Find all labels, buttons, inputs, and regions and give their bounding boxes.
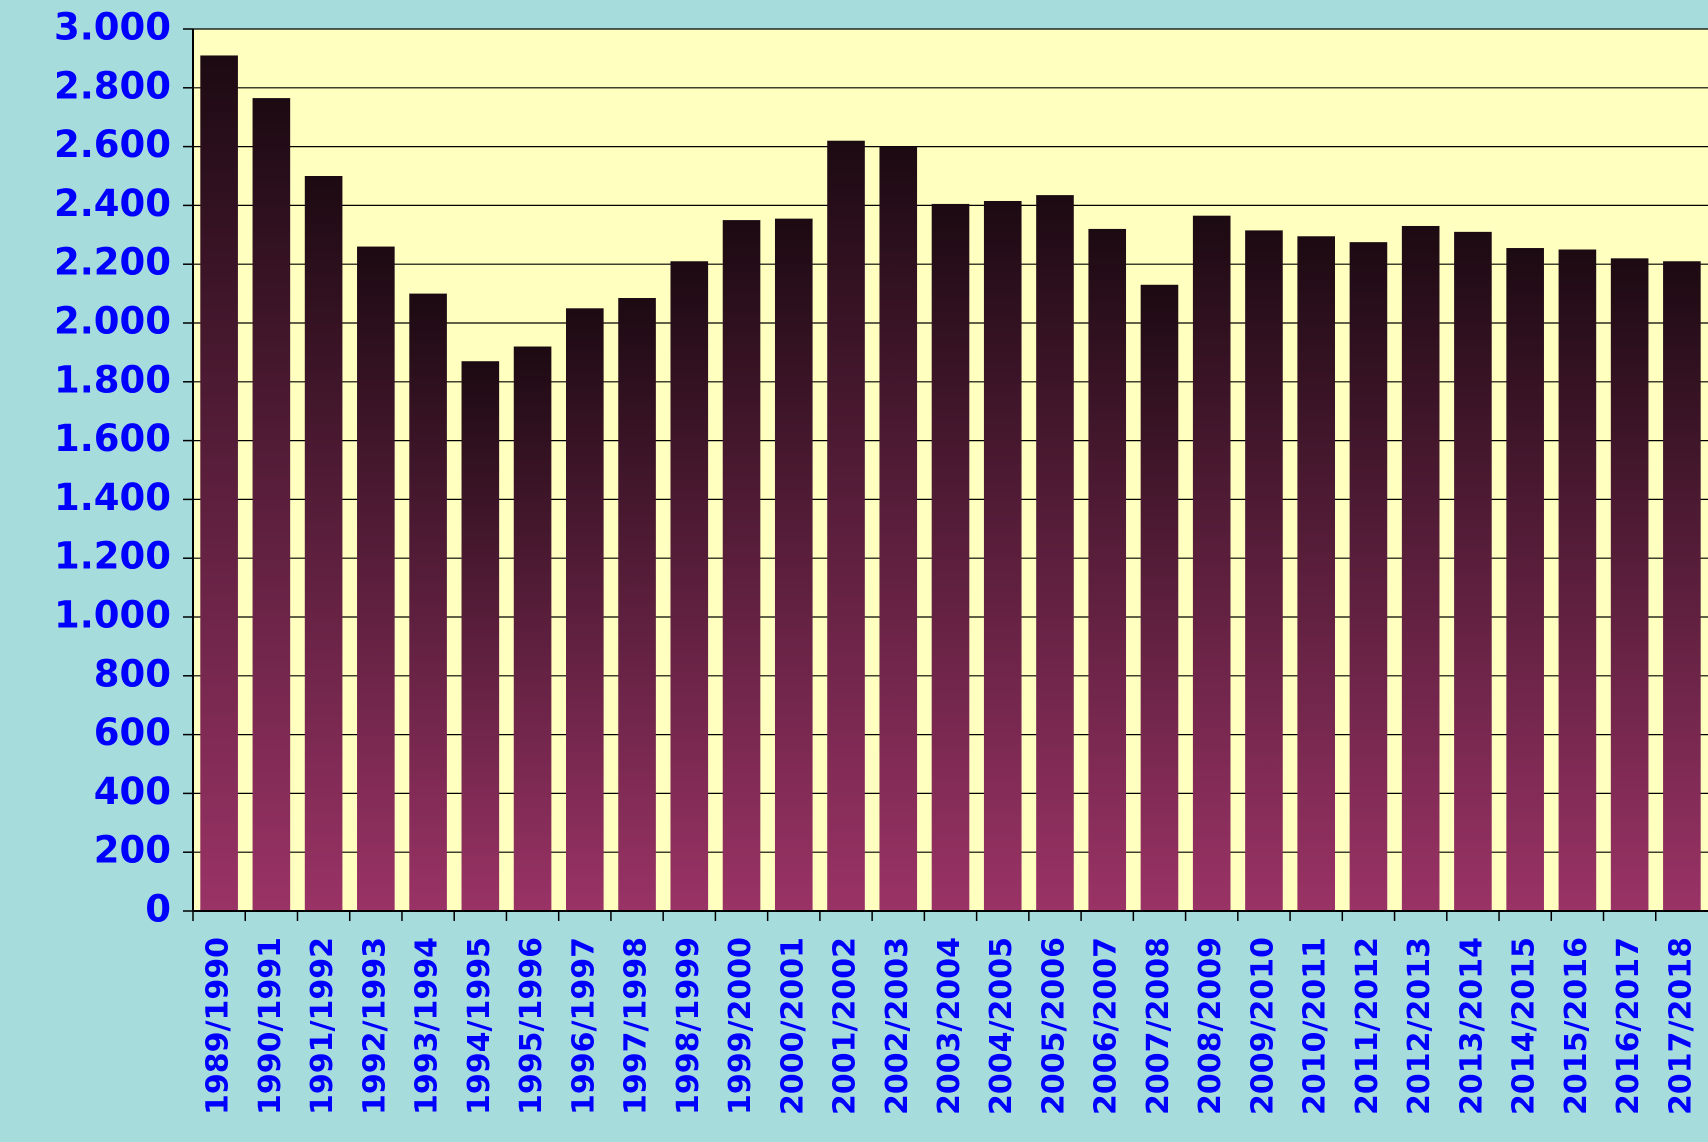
x-tick-label: 1996/1997 — [566, 937, 601, 1115]
bar — [461, 361, 500, 912]
x-tick-label: 2001/2002 — [828, 937, 863, 1115]
bar — [1349, 242, 1388, 911]
bar — [1297, 236, 1335, 911]
y-tick-label: 400 — [94, 770, 171, 813]
x-tick-label: 2004/2005 — [984, 937, 1019, 1115]
x-tick-label: 1999/2000 — [723, 937, 758, 1115]
bar — [200, 55, 238, 911]
y-tick-label: 2.400 — [54, 182, 171, 225]
x-tick-label: 2002/2003 — [880, 937, 915, 1115]
x-tick-label: 2007/2008 — [1141, 937, 1176, 1115]
x-tick-label: 2010/2011 — [1298, 937, 1333, 1115]
bar — [252, 98, 291, 912]
x-tick-label: 2003/2004 — [932, 937, 967, 1115]
bar — [1506, 248, 1544, 911]
bar — [1401, 225, 1440, 912]
bar — [513, 346, 552, 911]
x-tick-label: 2017/2018 — [1663, 937, 1698, 1115]
x-tick-label: 2015/2016 — [1559, 937, 1594, 1115]
x-tick-label: 1993/1994 — [410, 937, 445, 1115]
y-tick-label: 3.000 — [54, 6, 171, 49]
bar — [774, 218, 813, 911]
x-tick-label: 2014/2015 — [1507, 937, 1542, 1115]
bar — [1192, 215, 1231, 911]
y-tick-label: 2.000 — [54, 300, 171, 343]
bar — [879, 146, 918, 912]
bar — [1663, 261, 1701, 911]
bar — [983, 200, 1022, 912]
bar — [670, 261, 709, 911]
bar — [409, 293, 447, 912]
bar — [1558, 249, 1597, 911]
x-tick-label: 2006/2007 — [1089, 937, 1124, 1115]
x-tick-label: 2005/2006 — [1036, 937, 1071, 1115]
x-tick-label: 2012/2013 — [1402, 937, 1437, 1115]
x-tick-label: 1998/1999 — [671, 937, 706, 1115]
x-tick-label: 1991/1992 — [305, 937, 340, 1115]
y-tick-label: 1.000 — [54, 594, 171, 637]
bar — [1036, 195, 1074, 912]
bar — [1140, 284, 1179, 911]
y-tick-label: 0 — [145, 888, 171, 931]
bar — [1088, 228, 1127, 912]
bar — [1454, 231, 1492, 912]
x-tick-label: 1994/1995 — [462, 937, 497, 1115]
bar — [357, 246, 395, 911]
x-tick-label: 1990/1991 — [253, 937, 288, 1115]
x-tick-label: 1997/1998 — [619, 937, 654, 1115]
y-tick-label: 1.200 — [54, 535, 171, 578]
y-tick-label: 2.600 — [54, 123, 171, 166]
bar — [931, 203, 970, 911]
x-tick-label: 2000/2001 — [775, 937, 810, 1115]
bar — [1245, 230, 1283, 911]
x-tick-label: 1992/1993 — [357, 937, 392, 1115]
x-tick-label: 2008/2009 — [1193, 937, 1228, 1115]
y-tick-label: 2.200 — [54, 241, 171, 284]
y-tick-label: 200 — [94, 829, 171, 872]
bar — [722, 220, 761, 912]
x-tick-label: 2009/2010 — [1245, 937, 1280, 1115]
bar — [566, 308, 604, 911]
y-tick-label: 1.400 — [54, 476, 171, 519]
y-tick-label: 2.800 — [54, 64, 171, 107]
x-tick-label: 1989/1990 — [201, 937, 236, 1115]
x-tick-label: 2011/2012 — [1350, 937, 1385, 1115]
x-tick-label: 2013/2014 — [1454, 937, 1489, 1115]
y-tick-label: 1.800 — [54, 358, 171, 401]
y-tick-label: 600 — [94, 711, 171, 754]
y-tick-label: 800 — [94, 652, 171, 695]
bar — [618, 298, 656, 911]
x-tick-label: 1995/1996 — [514, 937, 549, 1115]
bar — [1610, 258, 1649, 911]
y-tick-label: 1.600 — [54, 417, 171, 460]
bar — [827, 140, 865, 912]
x-tick-label: 2016/2017 — [1611, 937, 1646, 1115]
bar — [304, 176, 343, 911]
